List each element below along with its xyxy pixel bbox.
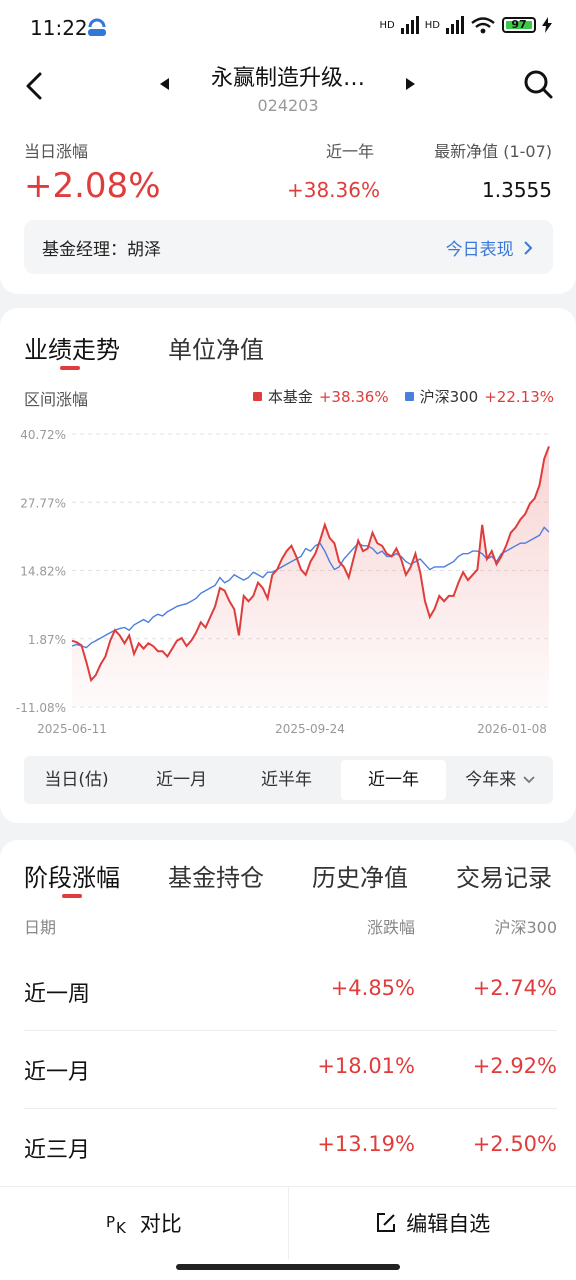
range-change-label: 区间涨幅: [24, 390, 89, 409]
tab-unit-nav[interactable]: 单位净值: [168, 336, 264, 364]
legend-index-value: +22.13%: [484, 387, 554, 406]
legend-fund-swatch: [252, 392, 262, 401]
period-6m[interactable]: 近半年: [261, 770, 312, 790]
legend-index-swatch: [404, 392, 414, 401]
year-change-value: +38.36%: [286, 178, 380, 202]
series-line-hs300: [71, 526, 550, 649]
row-label: 近三月: [24, 1138, 91, 1163]
y-tick-label: -11.08%: [16, 701, 66, 715]
y-tick-label: 14.82%: [20, 565, 66, 579]
signal-icon-2: [446, 16, 464, 34]
y-tick-label: 1.87%: [28, 633, 66, 647]
performance-chart[interactable]: 40.72% 27.77% 14.82% 1.87% -11.08% 2025-06-11…: [0, 420, 576, 750]
battery-icon: 97: [502, 17, 536, 33]
title-block: 永赢制造升级… 024203: [150, 60, 426, 115]
series-line-fund: [71, 446, 550, 683]
edit-watchlist-label: 编辑自选: [406, 1212, 491, 1236]
row-label: 近一月: [24, 1060, 91, 1085]
row-change: +18.01%: [317, 1054, 415, 1078]
x-tick-label: 2025-06-11: [37, 722, 107, 736]
chart-card: 业绩走势 单位净值 区间涨幅 本基金 +38.36% 沪深300 +22.13%…: [0, 308, 576, 823]
row-label: 近一周: [24, 982, 91, 1007]
app-notification-icon: [88, 18, 106, 36]
tab-transactions[interactable]: 交易记录: [456, 864, 552, 892]
pk-icon: P K: [106, 1213, 127, 1235]
chart-legend: 本基金 +38.36% 沪深300 +22.13%: [252, 386, 554, 407]
fund-code: 024203: [257, 96, 319, 115]
y-tick-label: 27.77%: [20, 496, 66, 510]
row-hs300: +2.74%: [472, 976, 557, 1000]
tab-stage-change[interactable]: 阶段涨幅: [24, 864, 120, 892]
year-change-label: 近一年: [326, 142, 375, 161]
period-ytd[interactable]: 今年来: [448, 756, 553, 804]
status-bar: 11:22 HD HD 97: [0, 0, 576, 56]
previous-fund-icon[interactable]: [160, 78, 169, 90]
legend-fund-value: +38.36%: [318, 387, 389, 406]
row-hs300: +2.50%: [472, 1132, 557, 1156]
tab-stage-indicator: [62, 894, 82, 898]
col-date: 日期: [24, 918, 57, 937]
daily-change-label: 当日涨幅: [24, 142, 89, 161]
summary-card: 当日涨幅 +2.08% 近一年 +38.36% 最新净值 (1-07) 1.35…: [0, 122, 576, 294]
table-row: 近一周 +4.85% +2.74%: [24, 952, 557, 1031]
next-fund-icon[interactable]: [406, 78, 415, 90]
manager-name: 基金经理：胡泽: [42, 240, 161, 260]
wifi-icon: [471, 17, 495, 34]
signal-icon: [400, 16, 419, 34]
today-performance-link[interactable]: 今日表现: [446, 235, 533, 260]
nav-bar: 永赢制造升级… 024203: [0, 56, 576, 122]
chevron-down-icon: [523, 776, 535, 784]
tab-history-nav[interactable]: 历史净值: [312, 864, 408, 892]
nav-label: 最新净值 (1-07): [434, 142, 552, 161]
period-today[interactable]: 当日(估): [44, 770, 109, 790]
period-ytd-label: 今年来: [465, 770, 517, 790]
status-indicators: HD HD 97: [380, 16, 552, 34]
back-icon[interactable]: [20, 70, 52, 102]
nav-value: 1.3555: [482, 178, 552, 202]
compare-label: 对比: [139, 1212, 182, 1236]
tab-performance[interactable]: 业绩走势: [24, 336, 120, 364]
period-1y[interactable]: 近一年: [341, 760, 446, 800]
tab-performance-indicator: [60, 366, 80, 370]
row-change: +13.19%: [317, 1132, 415, 1156]
table-row: 近三月 +13.19% +2.50%: [24, 1108, 557, 1186]
compare-button[interactable]: P K 对比: [0, 1187, 288, 1259]
edit-icon: [377, 1213, 396, 1232]
svg-text:P: P: [106, 1213, 115, 1231]
chevron-right-icon: [524, 241, 533, 255]
bottom-action-bar: P K 对比 编辑自选: [0, 1186, 576, 1259]
col-change: 涨跌幅: [366, 918, 415, 937]
fund-area: [72, 446, 549, 707]
period-1m[interactable]: 近一月: [156, 770, 207, 790]
x-tick-label: 2025-09-24: [275, 722, 345, 736]
home-indicator: [176, 1264, 400, 1270]
x-tick-label: 2026-01-08: [477, 722, 547, 736]
status-time: 11:22: [30, 16, 88, 40]
battery-level: 97: [511, 18, 527, 31]
legend-fund-name: 本基金: [267, 388, 313, 406]
hd-label-2: HD: [424, 19, 440, 31]
tab-holdings[interactable]: 基金持仓: [168, 864, 264, 892]
legend-index-name: 沪深300: [419, 388, 479, 406]
fund-title: 永赢制造升级…: [210, 66, 365, 91]
today-performance-label: 今日表现: [445, 240, 514, 260]
col-hs300: 沪深300: [494, 918, 557, 937]
period-selector: 当日(估) 近一月 近半年 近一年 今年来: [24, 756, 553, 804]
row-change: +4.85%: [330, 976, 415, 1000]
hd-label: HD: [379, 19, 395, 31]
y-tick-label: 40.72%: [20, 428, 66, 442]
table-row: 近一月 +18.01% +2.92%: [24, 1030, 557, 1109]
svg-text:K: K: [116, 1219, 127, 1235]
charging-icon: [542, 17, 552, 33]
edit-watchlist-button[interactable]: 编辑自选: [287, 1187, 576, 1259]
manager-row[interactable]: 基金经理：胡泽 今日表现: [24, 220, 553, 274]
search-icon[interactable]: [522, 68, 554, 100]
daily-change-value: +2.08%: [24, 166, 161, 206]
row-hs300: +2.92%: [472, 1054, 557, 1078]
